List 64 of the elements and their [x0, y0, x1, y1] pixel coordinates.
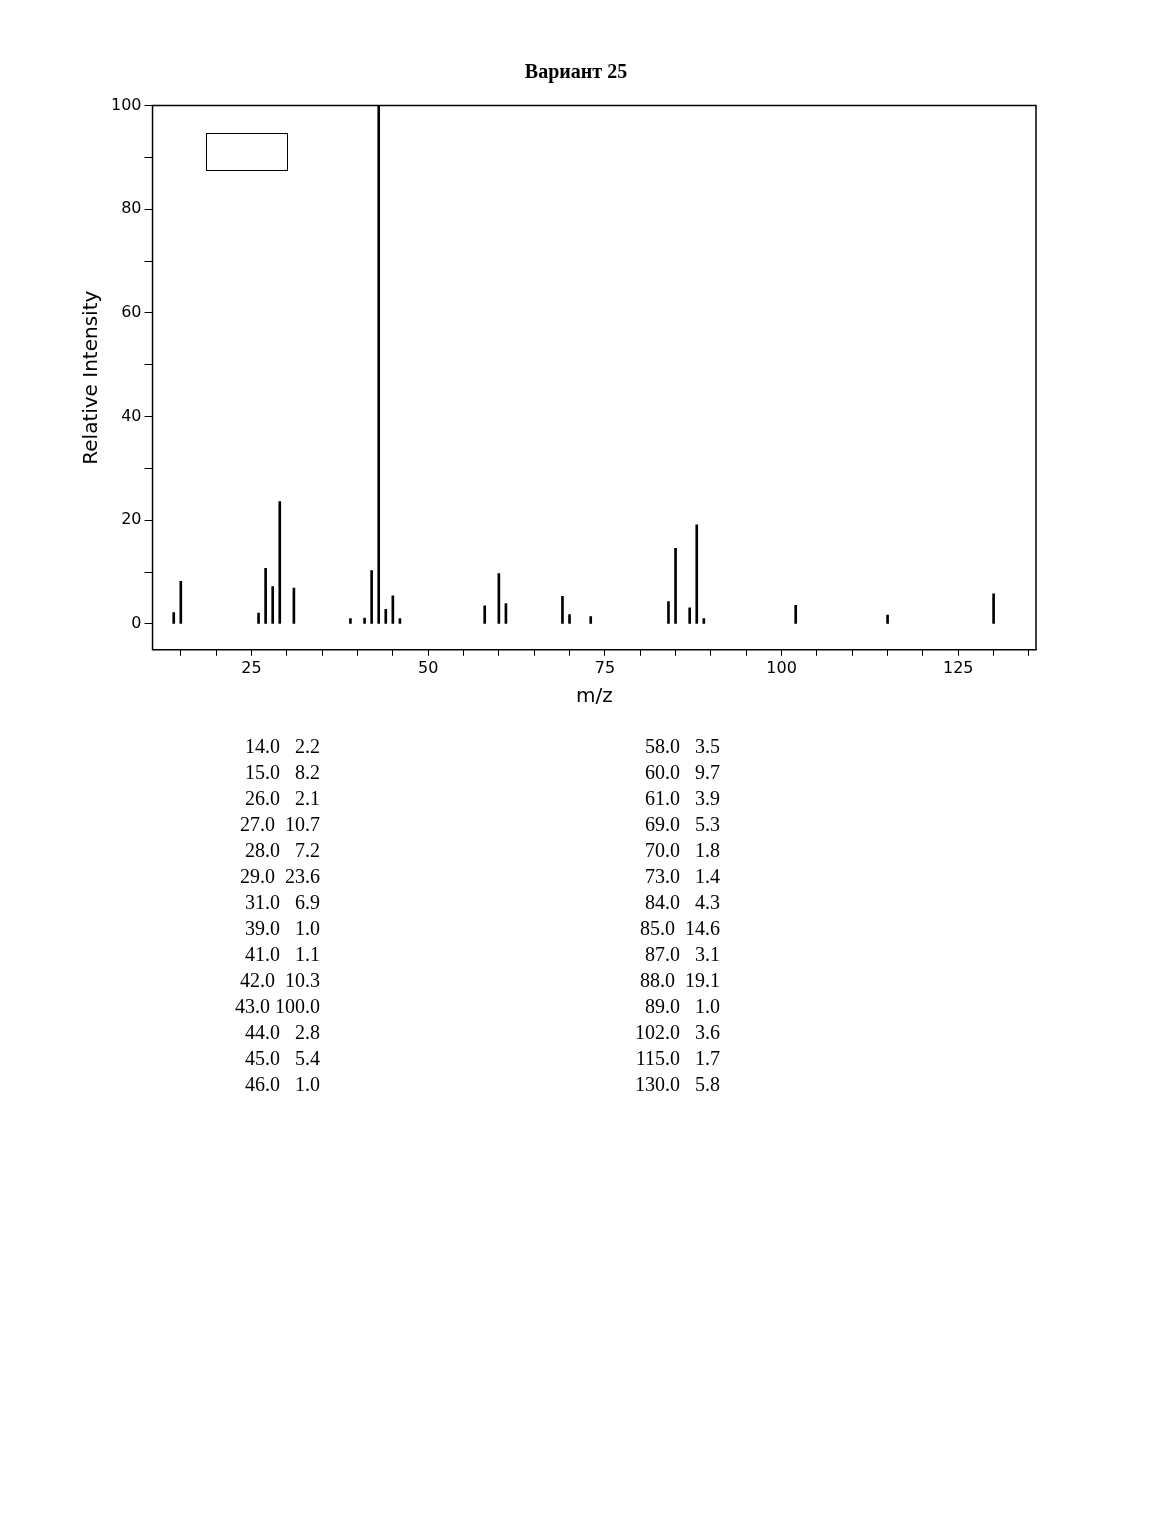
y-tick-label: 40	[121, 405, 142, 425]
y-tick-label: 0	[131, 613, 142, 633]
text: 73.0 1.4	[644, 864, 720, 889]
bar	[349, 618, 352, 624]
x-tick-label: 50	[418, 657, 439, 677]
bar	[384, 609, 388, 624]
text: 44.0 2.8	[244, 1020, 320, 1045]
text: 45.0 5.4	[244, 1046, 320, 1071]
bar	[589, 616, 593, 624]
bar	[363, 617, 366, 624]
text: 41.0 1.1	[244, 942, 320, 967]
chart-title: Вариант 25	[523, 60, 629, 83]
text: 27.0 10.7	[239, 812, 320, 837]
y-tick-label: 100	[110, 94, 142, 114]
x-tick-label: 100	[766, 657, 797, 677]
x-tick-label: 25	[241, 657, 262, 677]
text: 43.0 100.0	[234, 994, 320, 1019]
x-axis-title: m/z	[575, 683, 613, 708]
y-tick-label: 60	[121, 302, 142, 322]
bar	[992, 593, 995, 624]
bar	[271, 586, 275, 624]
text: 42.0 10.3	[239, 968, 320, 993]
bar	[667, 601, 670, 624]
bar	[695, 524, 699, 624]
bar	[370, 570, 373, 624]
text: 61.0 3.9	[644, 786, 720, 811]
bar	[702, 618, 706, 624]
text: 115.0 1.7	[634, 1046, 720, 1071]
x-tick-label: 125	[942, 657, 974, 677]
bar	[688, 607, 692, 624]
x-tick-label: 75	[594, 657, 616, 677]
text: 28.0 7.2	[244, 838, 320, 863]
text: 85.0 14.6	[639, 916, 720, 941]
text: 26.0 2.1	[244, 786, 320, 811]
text: 60.0 9.7	[644, 760, 720, 785]
text: 89.0 1.0	[644, 994, 720, 1019]
bar	[886, 614, 889, 624]
text: 46.0 1.0	[244, 1072, 320, 1097]
text: 39.0 1.0	[244, 916, 320, 941]
bar	[561, 596, 564, 624]
bar	[278, 501, 282, 624]
text: 15.0 8.2	[244, 760, 320, 785]
text: 130.0 5.8	[634, 1072, 720, 1097]
text: 58.0 3.5	[644, 734, 720, 759]
text: 31.0 6.9	[244, 890, 320, 915]
bar	[568, 614, 571, 624]
y-tick-label: 20	[121, 509, 142, 529]
bar	[264, 568, 267, 624]
text: 70.0 1.8	[644, 838, 720, 863]
y-axis-title: Relative Intensity	[78, 290, 103, 465]
bar	[172, 612, 176, 624]
bar	[483, 605, 487, 624]
y-tick-label: 80	[121, 198, 142, 218]
text: 87.0 3.1	[644, 942, 720, 967]
bar	[179, 581, 183, 624]
text: 69.0 5.3	[644, 812, 720, 837]
bar	[674, 547, 677, 624]
text: 14.0 2.2	[244, 734, 320, 759]
text: 88.0 19.1	[639, 968, 720, 993]
text: 102.0 3.6	[634, 1020, 720, 1045]
text: 84.0 4.3	[644, 890, 720, 915]
bar	[794, 604, 798, 624]
bar	[257, 612, 260, 624]
text: 29.0 23.6	[239, 864, 320, 889]
